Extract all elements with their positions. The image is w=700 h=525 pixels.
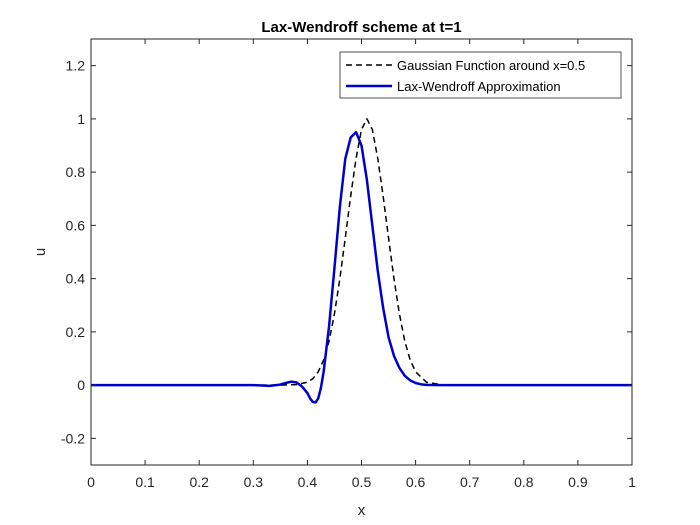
y-tick-label: 0.4 bbox=[66, 271, 86, 287]
y-tick-label: 1.2 bbox=[66, 58, 86, 74]
tick-layer: 0 0.1 0.2 0.3 0.4 0.5 0.6 0.7 0.8 0.9 1 -0.2 0 0.2 0.4… bbox=[61, 39, 636, 490]
x-tick-label: 0.7 bbox=[460, 474, 480, 490]
y-tick-label: 0 bbox=[77, 377, 85, 393]
chart-title: Lax-Wendroff scheme at t=1 bbox=[261, 19, 461, 36]
x-tick-label: 0.3 bbox=[244, 474, 264, 490]
x-tick-label: 0.1 bbox=[135, 474, 155, 490]
y-tick-label: 0.2 bbox=[66, 324, 86, 340]
y-tick-label: 1 bbox=[77, 111, 85, 127]
legend: Gaussian Function around x=0.5 Lax-Wendr… bbox=[339, 51, 622, 99]
legend-label-gaussian: Gaussian Function around x=0.5 bbox=[397, 58, 585, 73]
legend-box bbox=[339, 51, 622, 99]
x-tick-label: 0.2 bbox=[189, 474, 209, 490]
x-tick-label: 0.8 bbox=[514, 474, 534, 490]
x-tick-label: 0.6 bbox=[406, 474, 426, 490]
y-tick-label: 0.8 bbox=[66, 164, 86, 180]
x-axis-label: x bbox=[358, 502, 366, 519]
x-tick-label: 1 bbox=[628, 474, 636, 490]
plot-area bbox=[91, 39, 632, 465]
x-tick-label: 0 bbox=[87, 474, 95, 490]
y-tick-label: -0.2 bbox=[61, 430, 85, 446]
x-tick-label: 0.5 bbox=[352, 474, 372, 490]
x-tick-label: 0.4 bbox=[298, 474, 318, 490]
legend-label-lax-wendroff: Lax-Wendroff Approximation bbox=[397, 79, 561, 94]
y-axis-label: u bbox=[32, 248, 49, 256]
x-tick-label: 0.9 bbox=[568, 474, 588, 490]
series-line-lax-wendroff bbox=[91, 130, 632, 404]
y-tick-label: 0.6 bbox=[66, 217, 86, 233]
series-layer bbox=[91, 118, 632, 404]
